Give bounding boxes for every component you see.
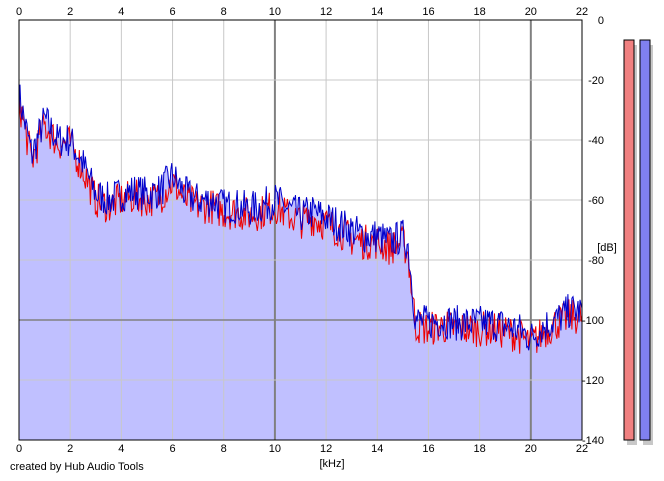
x-axis-label: [kHz] <box>319 458 344 470</box>
x-tick-label-top: 0 <box>16 6 22 18</box>
x-tick-label-top: 4 <box>118 6 124 18</box>
y-tick-label: -40 <box>588 135 604 147</box>
x-tick-label-top: 10 <box>269 6 281 18</box>
x-tick-label-bottom: 4 <box>118 443 124 455</box>
y-tick-label: -20 <box>588 75 604 87</box>
x-tick-label-top: 12 <box>320 6 332 18</box>
x-tick-label-bottom: 6 <box>169 443 175 455</box>
y-tick-label: -60 <box>588 195 604 207</box>
credit-text: created by Hub Audio Tools <box>10 461 144 473</box>
x-tick-label-top: 8 <box>221 6 227 18</box>
x-tick-label-bottom: 14 <box>371 443 383 455</box>
right-level-meter <box>639 39 651 441</box>
y-tick-label: -80 <box>588 255 604 267</box>
y-tick-label: -140 <box>582 435 604 447</box>
series-line-right <box>18 84 583 351</box>
series-layer <box>18 84 583 354</box>
plot-frame <box>18 19 583 441</box>
axis-layer: 0 2 4 6 8 10 12 14 16 18 20 22 0 2 4 6 8 10 12 14 16 18 20 22 0 -… <box>16 6 604 455</box>
x-tick-label-bottom: 22 <box>576 443 588 455</box>
x-tick-label-bottom: 2 <box>67 443 73 455</box>
x-tick-label-top: 20 <box>525 6 537 18</box>
x-tick-label-bottom: 10 <box>269 443 281 455</box>
y-tick-label: -100 <box>582 315 604 327</box>
x-tick-label-bottom: 16 <box>422 443 434 455</box>
y-axis-label: [dB] <box>597 242 617 254</box>
x-tick-label-bottom: 12 <box>320 443 332 455</box>
y-tick-label: -120 <box>582 375 604 387</box>
x-tick-label-top: 6 <box>169 6 175 18</box>
x-tick-label-top: 16 <box>422 6 434 18</box>
x-tick-label-top: 2 <box>67 6 73 18</box>
x-tick-label-top: 22 <box>576 6 588 18</box>
level-meters <box>623 39 653 445</box>
x-tick-label-top: 18 <box>474 6 486 18</box>
left-level-meter <box>623 39 635 441</box>
spectrum-fill <box>19 84 582 440</box>
x-tick-label-bottom: 8 <box>221 443 227 455</box>
spectrum-fill-layer <box>19 84 582 440</box>
x-tick-label-bottom: 0 <box>16 443 22 455</box>
x-tick-label-top: 14 <box>371 6 383 18</box>
x-tick-label-bottom: 18 <box>474 443 486 455</box>
y-tick-label: 0 <box>598 15 604 27</box>
x-tick-label-bottom: 20 <box>525 443 537 455</box>
